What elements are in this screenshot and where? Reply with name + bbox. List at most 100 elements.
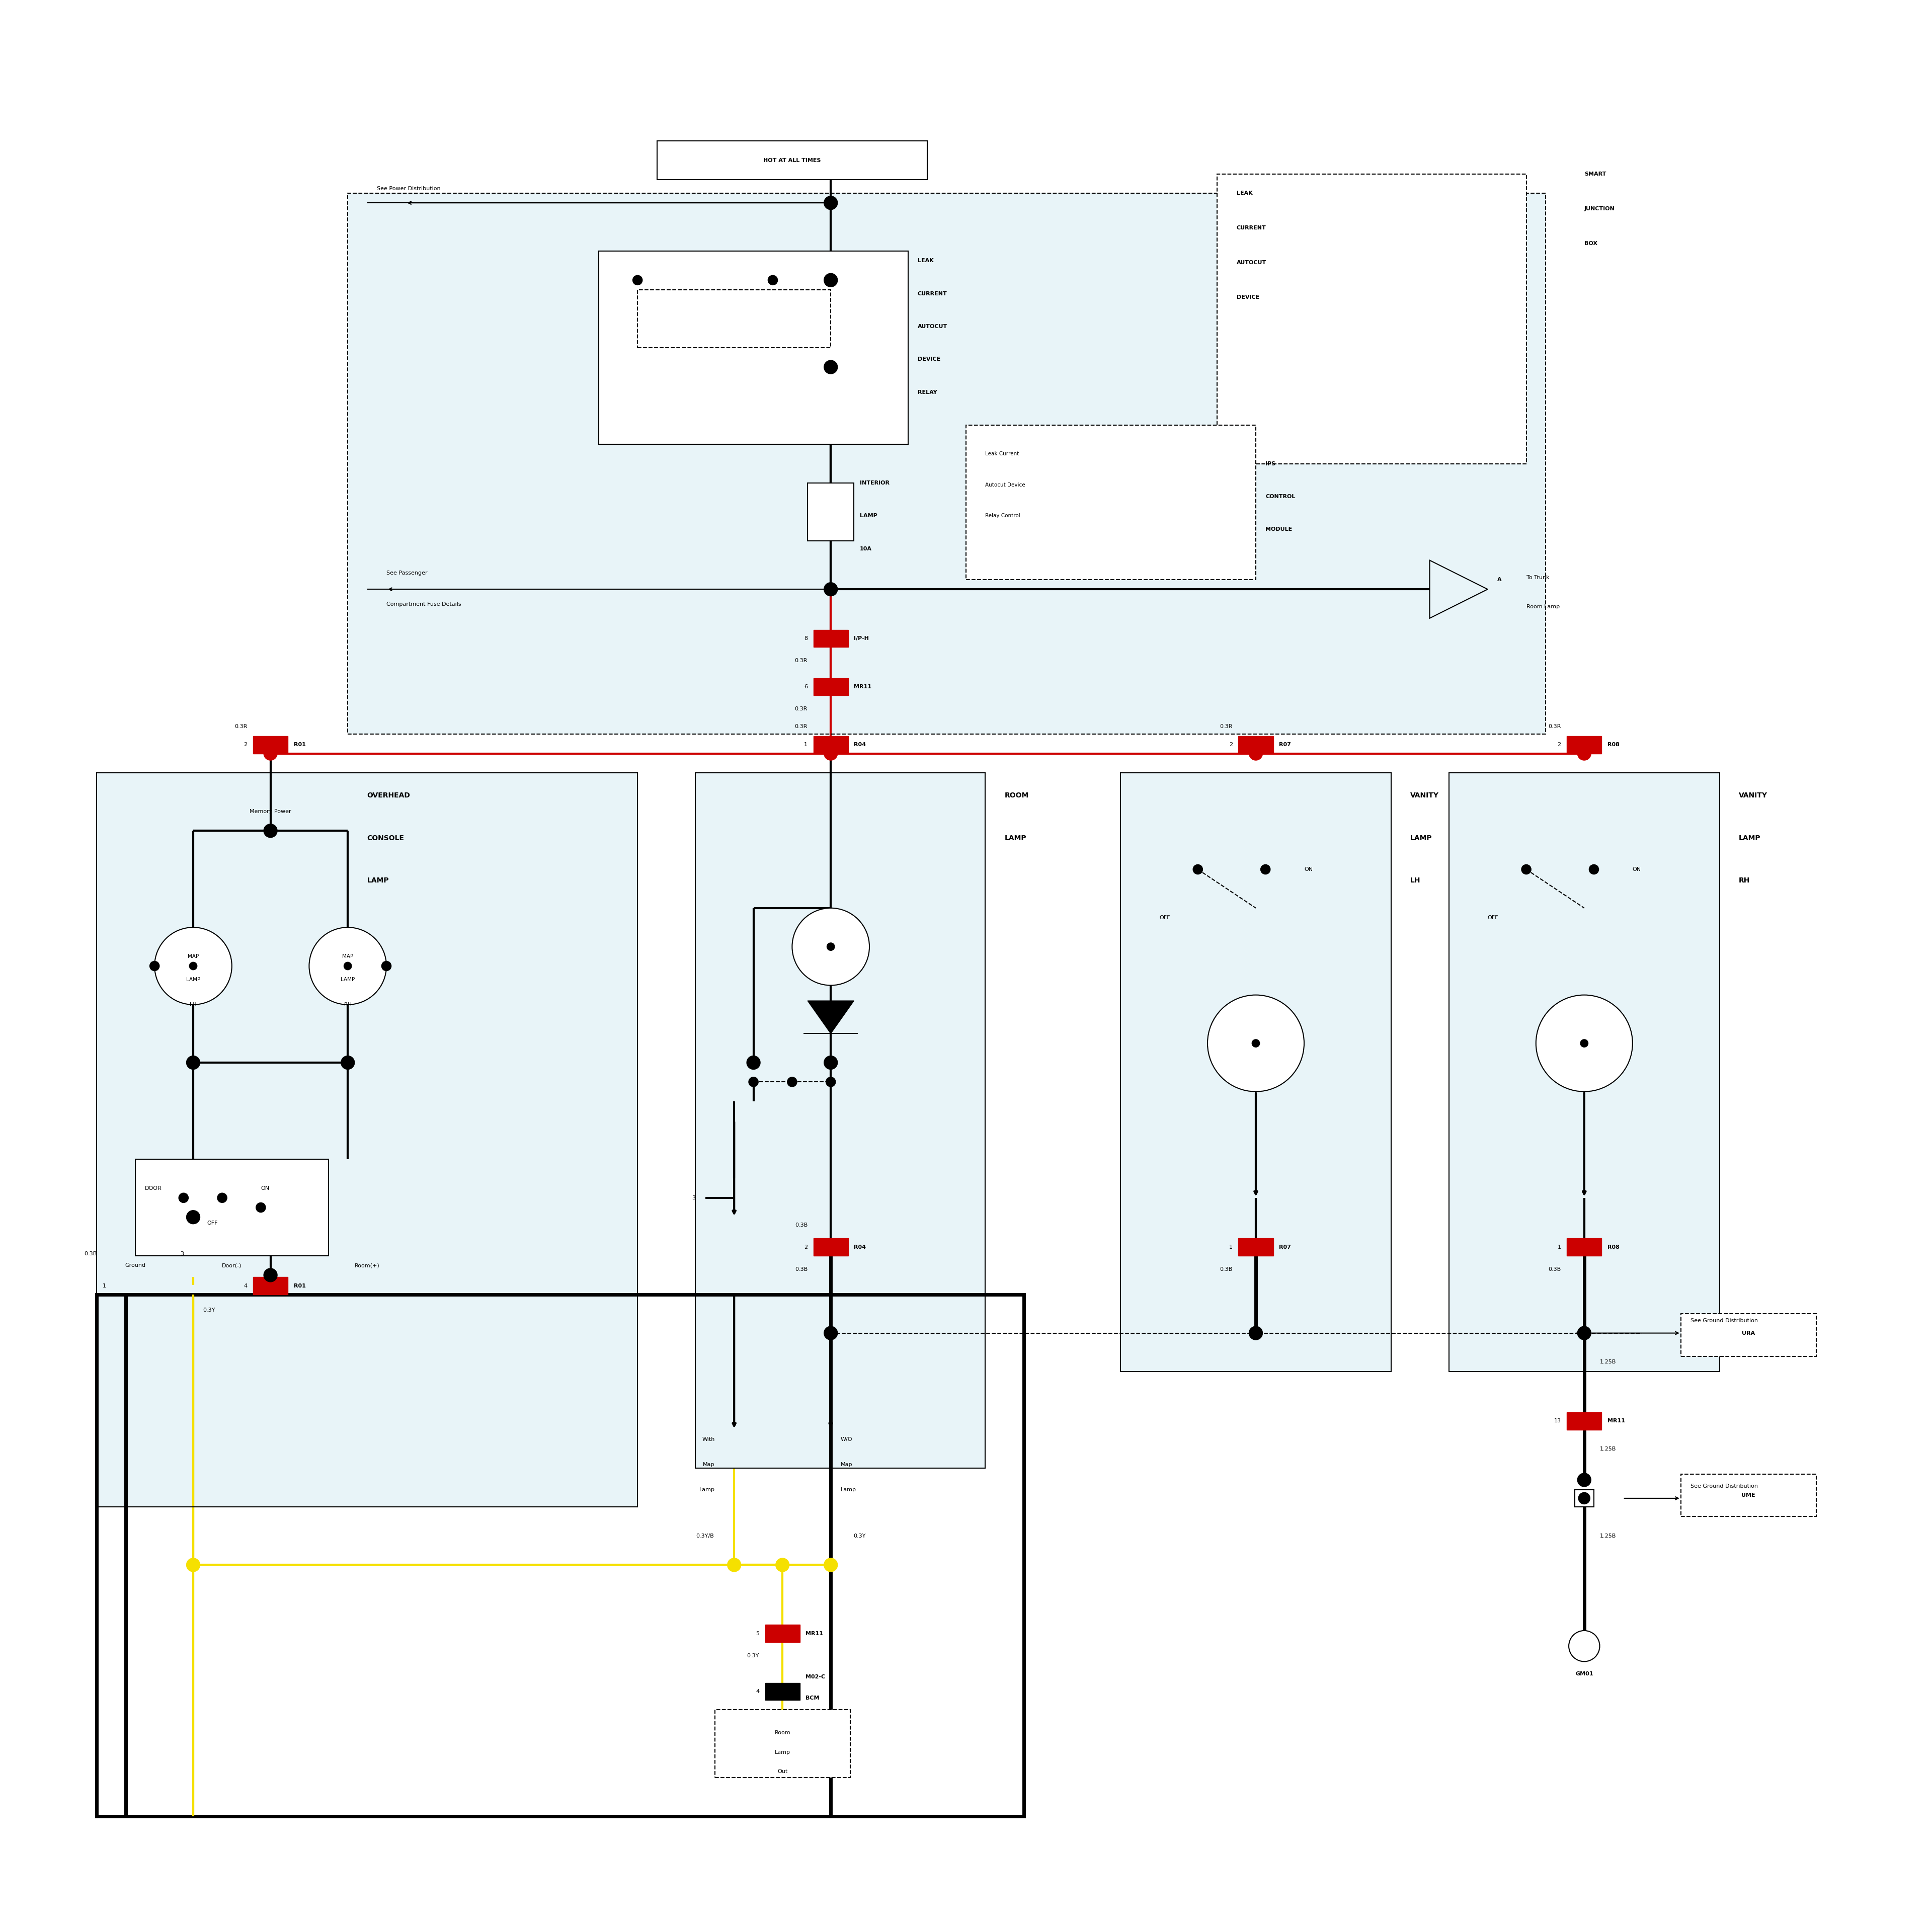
Text: 0.3R: 0.3R	[1548, 725, 1561, 728]
Text: LH: LH	[1410, 877, 1420, 885]
Text: 0.3R: 0.3R	[234, 725, 247, 728]
Bar	[1567, 1238, 1602, 1256]
Text: 4: 4	[755, 1689, 759, 1694]
Text: ON: ON	[261, 1186, 269, 1190]
Bar	[1567, 736, 1602, 753]
Bar	[813, 1238, 848, 1256]
Text: 0.3Y: 0.3Y	[854, 1534, 866, 1538]
Bar	[765, 1625, 800, 1642]
Bar	[348, 193, 1546, 734]
Circle shape	[823, 1325, 838, 1341]
Text: LAMP: LAMP	[1410, 835, 1432, 842]
Text: Map: Map	[703, 1463, 715, 1466]
Circle shape	[827, 1078, 837, 1086]
Circle shape	[1248, 1325, 1264, 1341]
Text: Ground: Ground	[126, 1264, 145, 1267]
Text: CONSOLE: CONSOLE	[367, 835, 404, 842]
Text: BOX: BOX	[1584, 242, 1598, 245]
Circle shape	[1588, 866, 1600, 873]
Bar	[1567, 1412, 1602, 1430]
Bar	[813, 736, 848, 753]
Text: CURRENT: CURRENT	[1236, 226, 1265, 230]
Circle shape	[1577, 746, 1590, 759]
Text: CURRENT: CURRENT	[918, 292, 947, 296]
Text: LEAK: LEAK	[1236, 191, 1252, 195]
Circle shape	[1252, 1039, 1260, 1047]
Circle shape	[788, 1078, 796, 1086]
Text: MR11: MR11	[854, 684, 871, 690]
Text: MODULE: MODULE	[1265, 527, 1293, 531]
Text: Leak Current: Leak Current	[985, 452, 1020, 456]
Circle shape	[189, 962, 197, 970]
Text: 0.3Y: 0.3Y	[748, 1654, 759, 1658]
Bar	[1681, 1314, 1816, 1356]
Text: OVERHEAD: OVERHEAD	[367, 792, 410, 800]
Text: CONTROL: CONTROL	[1265, 495, 1294, 498]
Bar	[808, 483, 854, 541]
Text: 1.25B: 1.25B	[1600, 1360, 1615, 1364]
Text: See Ground Distribution: See Ground Distribution	[1691, 1318, 1758, 1323]
Circle shape	[775, 1557, 790, 1573]
Text: 13: 13	[1553, 1418, 1561, 1424]
Bar	[715, 1710, 850, 1777]
Circle shape	[746, 1055, 759, 1070]
Text: DEVICE: DEVICE	[918, 357, 941, 361]
Text: R08: R08	[1607, 742, 1619, 748]
Bar	[696, 773, 985, 1468]
Circle shape	[344, 962, 352, 970]
Bar	[966, 425, 1256, 580]
Text: R07: R07	[1279, 1244, 1291, 1250]
Text: MR11: MR11	[806, 1631, 823, 1636]
Circle shape	[792, 908, 869, 985]
Bar	[1449, 773, 1719, 1372]
Circle shape	[823, 359, 838, 375]
Bar	[638, 290, 831, 348]
Circle shape	[216, 1192, 228, 1202]
Bar	[1681, 1474, 1816, 1517]
Text: RH: RH	[1739, 877, 1750, 885]
Text: Autocut Device: Autocut Device	[985, 483, 1026, 487]
Text: MR11: MR11	[1607, 1418, 1625, 1424]
Text: OFF: OFF	[207, 1221, 218, 1225]
Circle shape	[823, 746, 838, 759]
Bar	[1238, 736, 1273, 753]
Circle shape	[1577, 1472, 1590, 1488]
Text: LAMP: LAMP	[1739, 835, 1760, 842]
Text: M02-C: M02-C	[806, 1675, 825, 1679]
Circle shape	[769, 276, 777, 286]
Bar	[1575, 1490, 1594, 1507]
Text: 2: 2	[1557, 742, 1561, 748]
Text: LAMP: LAMP	[860, 514, 877, 518]
Text: OFF: OFF	[1488, 916, 1499, 920]
Text: Out: Out	[777, 1770, 788, 1774]
Circle shape	[1536, 995, 1633, 1092]
Circle shape	[1578, 1492, 1590, 1503]
Text: 1: 1	[804, 742, 808, 748]
Bar	[97, 773, 638, 1507]
Circle shape	[827, 943, 835, 951]
Circle shape	[823, 1557, 838, 1573]
Bar	[696, 773, 985, 1468]
Text: ON: ON	[1304, 867, 1312, 871]
Text: LAMP: LAMP	[367, 877, 388, 885]
Bar	[599, 251, 908, 444]
Text: Lamp: Lamp	[840, 1488, 856, 1492]
Text: 0.3Y/B: 0.3Y/B	[696, 1534, 715, 1538]
Text: 0.3Y: 0.3Y	[203, 1308, 214, 1312]
Text: With: With	[701, 1437, 715, 1441]
Text: 0.3R: 0.3R	[794, 707, 808, 711]
Bar	[765, 1683, 800, 1700]
Bar	[97, 773, 638, 1507]
Text: To Trunk: To Trunk	[1526, 576, 1549, 580]
Circle shape	[1580, 1039, 1588, 1047]
Text: LEAK: LEAK	[918, 259, 933, 263]
Bar	[1121, 773, 1391, 1372]
Text: GM01: GM01	[1575, 1671, 1594, 1677]
Bar	[253, 1277, 288, 1294]
Text: 2: 2	[804, 1244, 808, 1250]
Bar	[253, 736, 288, 753]
Text: Lamp: Lamp	[775, 1750, 790, 1754]
Text: AUTOCUT: AUTOCUT	[1236, 261, 1265, 265]
Bar	[657, 141, 927, 180]
Text: JUNCTION: JUNCTION	[1584, 207, 1615, 211]
